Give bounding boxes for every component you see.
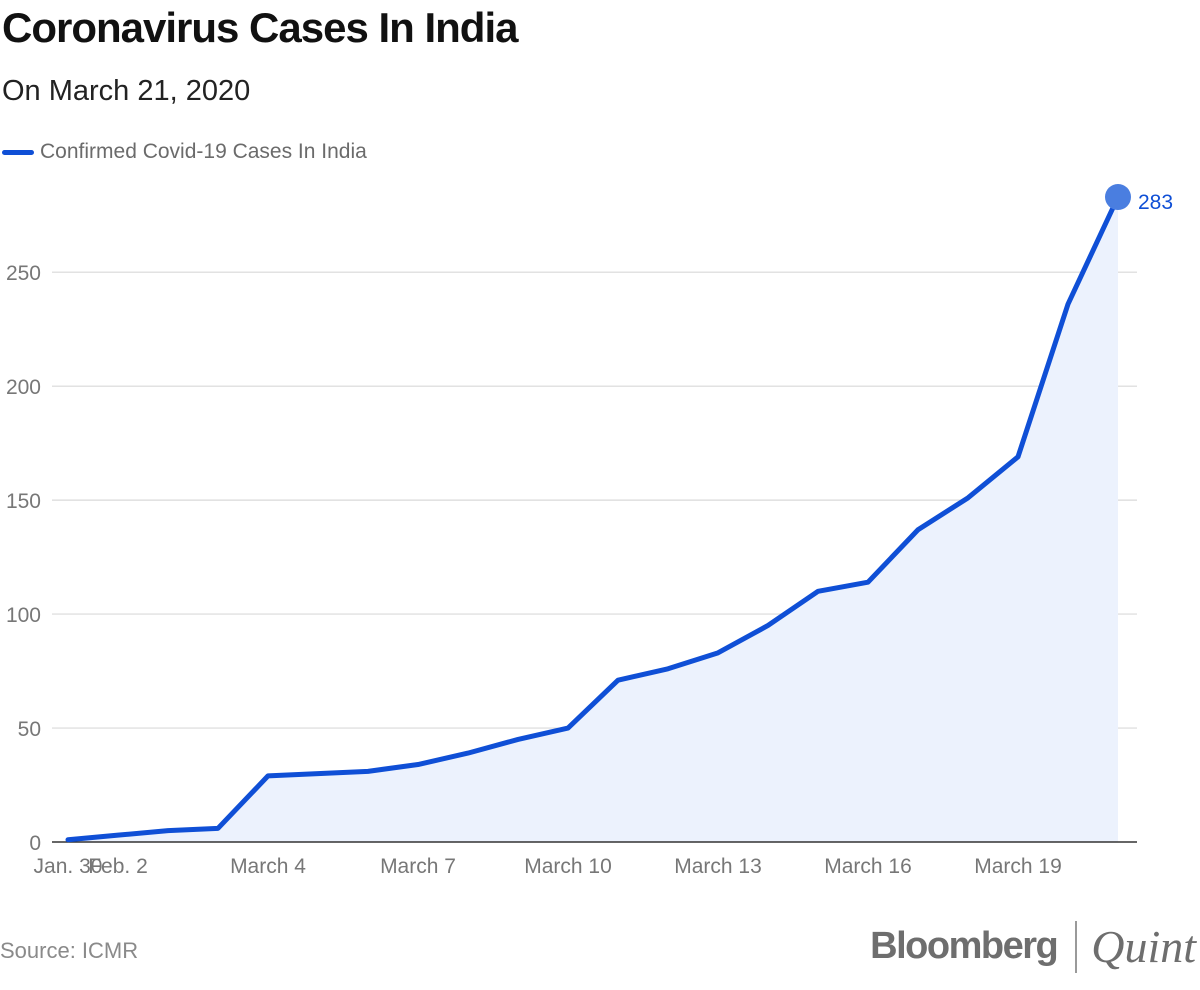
x-tick-label: Feb. 2 bbox=[88, 855, 148, 878]
x-tick-label: March 13 bbox=[674, 855, 762, 878]
logo-divider bbox=[1075, 920, 1078, 973]
y-tick-label: 250 bbox=[6, 262, 41, 285]
x-tick-label: March 16 bbox=[824, 855, 912, 878]
y-tick-label: 200 bbox=[6, 376, 41, 399]
y-tick-label: 100 bbox=[6, 604, 41, 627]
end-point-value-label: 283 bbox=[1138, 191, 1173, 214]
logo-quint-text: Quint bbox=[1091, 921, 1196, 972]
series-line-confirmed-cases bbox=[65, 194, 1121, 843]
x-tick-label: March 4 bbox=[230, 855, 306, 878]
y-tick-label: 50 bbox=[18, 718, 41, 741]
chart-subtitle: On March 21, 2020 bbox=[2, 75, 251, 107]
y-tick-label: 150 bbox=[6, 490, 41, 513]
x-tick-label: March 19 bbox=[974, 855, 1062, 878]
series-area-fill bbox=[68, 197, 1118, 842]
logo-bloomberg-text: Bloomberg bbox=[870, 925, 1059, 967]
x-tick-label: March 10 bbox=[524, 855, 612, 878]
source-note: Source: ICMR bbox=[0, 938, 139, 963]
chart-legend: Confirmed Covid-19 Cases In India bbox=[2, 140, 367, 164]
chart-title: Coronavirus Cases In India bbox=[2, 4, 518, 51]
publisher-logo: Bloomberg Quint bbox=[870, 920, 1196, 973]
x-tick-label: Jan. 30 bbox=[34, 855, 103, 878]
y-tick-label: 0 bbox=[29, 832, 41, 855]
legend-label: Confirmed Covid-19 Cases In India bbox=[40, 140, 367, 163]
legend-line-swatch bbox=[2, 149, 34, 155]
x-tick-label: March 7 bbox=[380, 855, 456, 878]
end-point-marker bbox=[1105, 184, 1131, 210]
